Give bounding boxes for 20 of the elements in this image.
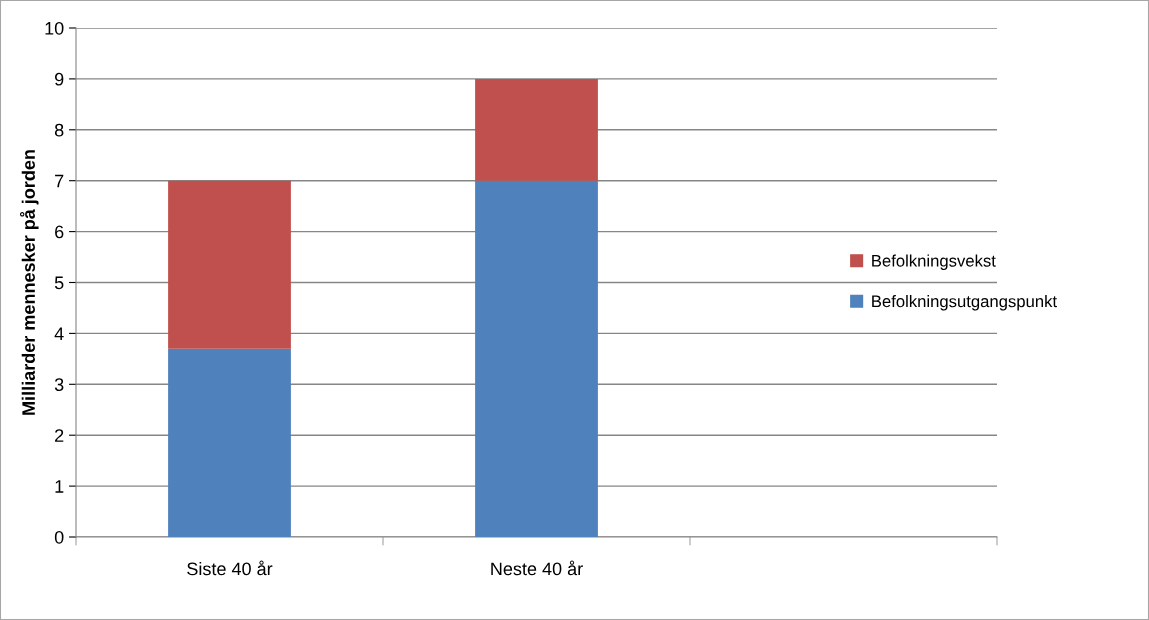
y-tick-label: 2	[55, 429, 64, 442]
y-tick-label: 1	[55, 480, 64, 493]
y-tick-label: 3	[54, 378, 64, 392]
legend-label: Befolkningsutgangspunkt	[872, 295, 1057, 311]
y-axis-title: Milliarder mennesker på jorden	[19, 150, 39, 415]
bar	[475, 78, 598, 181]
y-tick-label: 5	[54, 276, 64, 290]
y-tick-label: 10	[45, 21, 64, 35]
y-tick-label: 0	[54, 530, 64, 544]
bar	[168, 348, 291, 537]
y-tick-label: 8	[54, 123, 64, 137]
y-tick-label: 6	[55, 225, 64, 239]
bar	[168, 180, 291, 349]
legend-label: Befolkningsvekst	[872, 254, 996, 270]
x-tick-label: Neste 40 år	[491, 560, 583, 576]
y-tick-label: 4	[54, 327, 64, 340]
y-tick-label: 7	[55, 174, 64, 188]
y-tick-label: 9	[55, 72, 64, 86]
x-tick-label: Siste 40 år	[187, 560, 273, 576]
bar	[475, 180, 598, 537]
